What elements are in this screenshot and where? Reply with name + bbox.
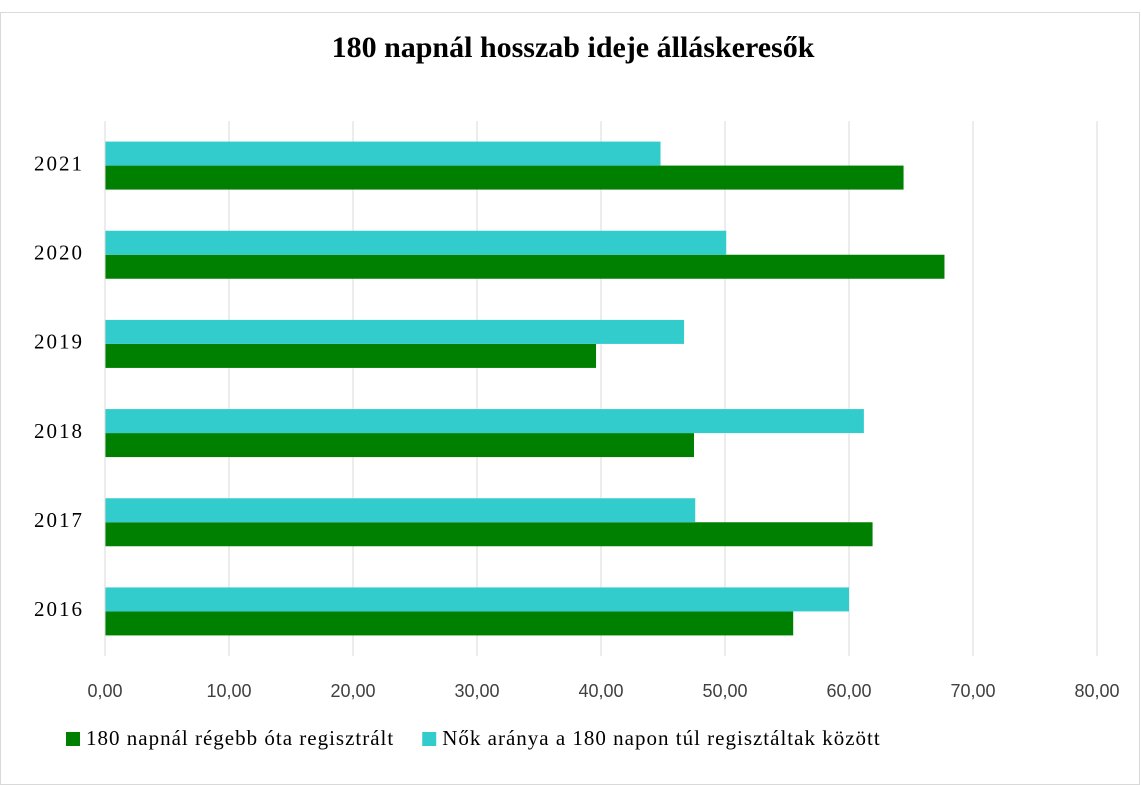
bar xyxy=(105,343,597,368)
x-tick-label: 20,00 xyxy=(330,681,375,701)
y-tick-label: 2016 xyxy=(34,597,84,621)
bar xyxy=(105,165,904,190)
bar xyxy=(105,433,694,458)
x-tick-label: 70,00 xyxy=(950,681,995,701)
bar xyxy=(105,522,873,547)
bar xyxy=(105,409,864,434)
x-tick-label: 60,00 xyxy=(826,681,871,701)
y-tick-label: 2017 xyxy=(34,508,84,532)
legend-label: Nők aránya a 180 napon túl regisztáltak … xyxy=(442,726,880,750)
x-tick-label: 10,00 xyxy=(206,681,251,701)
bar xyxy=(105,319,685,344)
bar xyxy=(105,230,727,255)
chart-frame xyxy=(0,12,1140,785)
x-tick-label: 40,00 xyxy=(578,681,623,701)
y-tick-label: 2018 xyxy=(34,419,84,443)
x-tick-label: 0,00 xyxy=(87,681,122,701)
bar xyxy=(105,498,696,523)
legend-swatch xyxy=(422,732,437,746)
y-tick-label: 2019 xyxy=(34,330,84,354)
y-tick-label: 2020 xyxy=(34,241,84,265)
x-tick-label: 30,00 xyxy=(454,681,499,701)
bar xyxy=(105,611,794,636)
chart-title: 180 napnál hosszab ideje álláskeresők xyxy=(332,31,815,64)
y-tick-label: 2021 xyxy=(34,151,84,175)
bar xyxy=(105,254,945,279)
legend-swatch xyxy=(66,732,80,746)
bar xyxy=(105,587,849,612)
bar xyxy=(105,141,661,166)
legend-label: 180 napnál régebb óta regisztrált xyxy=(86,726,394,750)
x-tick-label: 80,00 xyxy=(1074,681,1119,701)
x-tick-label: 50,00 xyxy=(702,681,747,701)
